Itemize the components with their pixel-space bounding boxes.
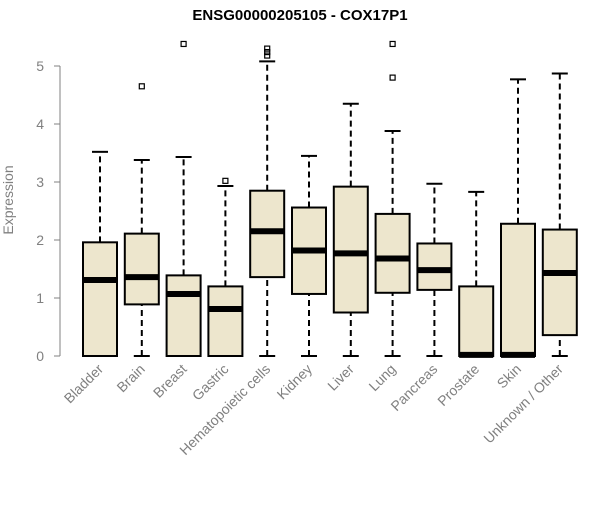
box-body bbox=[374, 212, 411, 294]
box-body bbox=[541, 228, 578, 337]
x-tick-label: Liver bbox=[324, 361, 357, 394]
y-tick-label: 1 bbox=[36, 290, 44, 306]
outlier-point bbox=[222, 177, 229, 184]
y-tick-label: 5 bbox=[36, 58, 44, 74]
box-12 bbox=[541, 72, 578, 357]
box-10 bbox=[458, 190, 495, 358]
x-tick-label: Skin bbox=[494, 361, 525, 392]
box-11 bbox=[500, 78, 536, 358]
box-body bbox=[207, 285, 244, 357]
y-tick-label: 3 bbox=[36, 174, 44, 190]
box-body bbox=[123, 232, 160, 306]
box-body bbox=[332, 185, 369, 314]
y-axis-ticks: 0 1 2 3 4 5 bbox=[36, 58, 60, 364]
outlier-point bbox=[180, 40, 187, 48]
outlier-point bbox=[264, 45, 271, 52]
box-body bbox=[416, 242, 453, 291]
box-body bbox=[82, 241, 118, 358]
outlier-point bbox=[389, 40, 396, 48]
x-tick-label: Unknown / Other bbox=[480, 361, 566, 447]
x-tick-label: Breast bbox=[150, 361, 190, 401]
outlier-point bbox=[389, 74, 396, 81]
box-7 bbox=[332, 102, 369, 357]
box-9 bbox=[416, 182, 453, 357]
outlier-point bbox=[264, 48, 271, 56]
x-tick-label: Brain bbox=[113, 361, 147, 395]
x-tick-label: Kidney bbox=[274, 361, 316, 403]
box-2 bbox=[123, 83, 160, 357]
x-tick-label: Prostate bbox=[434, 361, 482, 409]
box-1 bbox=[82, 150, 118, 358]
box-3 bbox=[165, 40, 202, 358]
outlier-point bbox=[138, 83, 145, 90]
y-tick-label: 4 bbox=[36, 116, 44, 132]
box-body bbox=[500, 222, 536, 357]
box-5 bbox=[249, 45, 286, 357]
y-tick-label: 0 bbox=[36, 348, 44, 364]
outlier-point bbox=[264, 52, 271, 59]
x-tick-label: Bladder bbox=[61, 361, 107, 407]
box-body bbox=[458, 285, 495, 357]
chart-title: ENSG00000205105 - COX17P1 bbox=[192, 7, 408, 24]
box-body bbox=[165, 274, 202, 358]
box-4 bbox=[207, 177, 244, 357]
y-axis-label: Expression bbox=[0, 165, 16, 234]
boxes-group bbox=[82, 40, 578, 358]
box-6 bbox=[291, 154, 327, 357]
x-tick-label: Lung bbox=[365, 361, 398, 394]
box-8 bbox=[374, 40, 411, 357]
y-tick-label: 2 bbox=[36, 232, 44, 248]
